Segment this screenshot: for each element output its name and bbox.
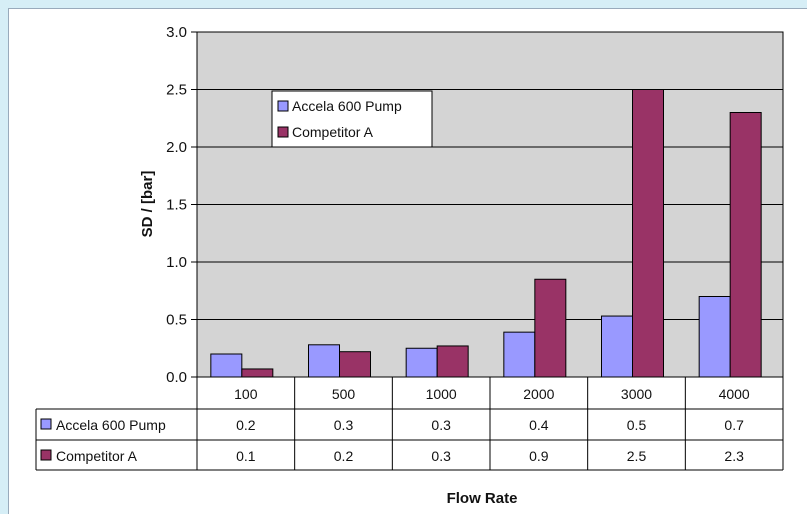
x-category-label: 100: [234, 386, 258, 402]
bar-accela-500: [308, 344, 340, 378]
bar-accela-3000: [601, 315, 633, 378]
table-legend-swatch: [40, 449, 52, 461]
table-cell-value: 0.9: [529, 448, 549, 464]
table-legend-swatch: [40, 418, 52, 430]
legend-label: Competitor A: [292, 124, 374, 140]
table-cell-value: 0.7: [724, 417, 744, 433]
y-tick-label: 1.0: [166, 254, 187, 271]
bar-competitor-500: [339, 351, 371, 378]
bar-accela-4000: [698, 296, 731, 378]
y-tick-label: 0.5: [166, 312, 187, 329]
table-cell-value: 2.5: [627, 448, 647, 464]
legend: Accela 600 Pump Competitor A: [271, 90, 433, 148]
bar-competitor-3000: [632, 89, 664, 378]
x-category-label: 3000: [621, 386, 652, 402]
x-category-label: 500: [332, 386, 356, 402]
bar-competitor-100: [241, 368, 274, 378]
x-category-label: 1000: [426, 386, 457, 402]
table-cell-value: 0.3: [431, 417, 451, 433]
x-category-label: 2000: [523, 386, 554, 402]
table-series-name: Accela 600 Pump: [56, 417, 166, 433]
y-tick-label: 1.5: [166, 197, 187, 214]
legend-swatch: [277, 100, 289, 112]
bar-accela-100: [210, 353, 243, 378]
table-series-name: Competitor A: [56, 448, 138, 464]
y-axis-title: SD / [bar]: [139, 171, 156, 238]
table-cell-value: 0.3: [334, 417, 354, 433]
data-table: 100 500 1000 2000 3000 4000 Accela 600 Pump 0.2…: [35, 376, 784, 471]
table-cell-value: 0.3: [431, 448, 451, 464]
bar-competitor-2000: [534, 278, 567, 378]
y-tick-label: 0.0: [166, 369, 187, 386]
legend-box: [271, 90, 433, 148]
legend-label: Accela 600 Pump: [292, 98, 402, 114]
bars: [210, 89, 762, 378]
table-cell-value: 0.2: [334, 448, 354, 464]
bar-competitor-4000: [729, 112, 762, 378]
y-tick-label: 3.0: [166, 24, 187, 41]
x-category-label: 4000: [719, 386, 750, 402]
table-cell-value: 0.4: [529, 417, 549, 433]
table-cell-value: 2.3: [724, 448, 744, 464]
table-cell-value: 0.1: [236, 448, 256, 464]
bar-accela-2000: [503, 331, 536, 378]
y-tick-label: 2.0: [166, 139, 187, 156]
bar-accela-1000: [405, 347, 438, 378]
y-axis: 0.0 0.5 1.0 1.5 2.0 2.5 3.0: [166, 24, 198, 386]
legend-swatch: [277, 126, 289, 138]
table-cell-value: 0.5: [627, 417, 647, 433]
x-axis-title: Flow Rate: [447, 490, 518, 507]
y-tick-label: 2.5: [166, 82, 187, 99]
table-cell-value: 0.2: [236, 417, 256, 433]
bar-competitor-1000: [436, 345, 469, 378]
